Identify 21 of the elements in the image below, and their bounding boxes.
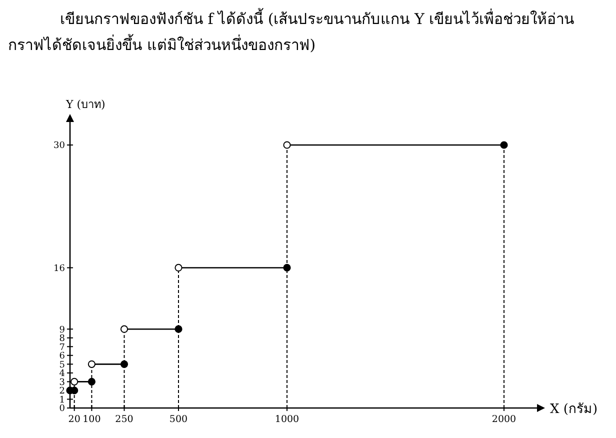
x-tick-label: 20 [68, 414, 80, 425]
y-tick-label: 2 [59, 386, 65, 397]
title: เขียนกราฟของฟังก์ชัน f ได้ดังนี้ (เส้นประขนานกับแกน Y เขียนไว้เพื่อช่วยให้อ่านกราฟได้ชัดเจนยิ่งขึ้น แต่มิใช่ส่วนหนึ่งของกราฟ) [8, 7, 576, 56]
x-tick-label: 2000 [492, 414, 516, 425]
y-tick-label: 8 [59, 334, 66, 344]
y-tick-label: 4 [59, 369, 66, 380]
x-tick-label: 100 [82, 414, 101, 425]
y-tick-label: 1 [59, 395, 65, 406]
x-tick-label: 500 [169, 414, 188, 425]
y-tick-label: 3 [59, 378, 66, 388]
y-tick-label: 0 [59, 404, 66, 414]
y-tick-label: 16 [54, 264, 66, 274]
y-axis-title: Y (บาท) [65, 98, 106, 111]
y-tick-label: 5 [59, 360, 66, 370]
y-tick-label: 30 [54, 141, 66, 152]
y-tick-label: 9 [59, 325, 66, 336]
x-axis-title: X (กรัม) [550, 402, 598, 417]
x-tick-label: 250 [115, 414, 134, 425]
y-tick-label: 7 [59, 342, 66, 353]
y-tick-label: 6 [59, 352, 66, 362]
x-tick-label: 1000 [274, 414, 300, 425]
